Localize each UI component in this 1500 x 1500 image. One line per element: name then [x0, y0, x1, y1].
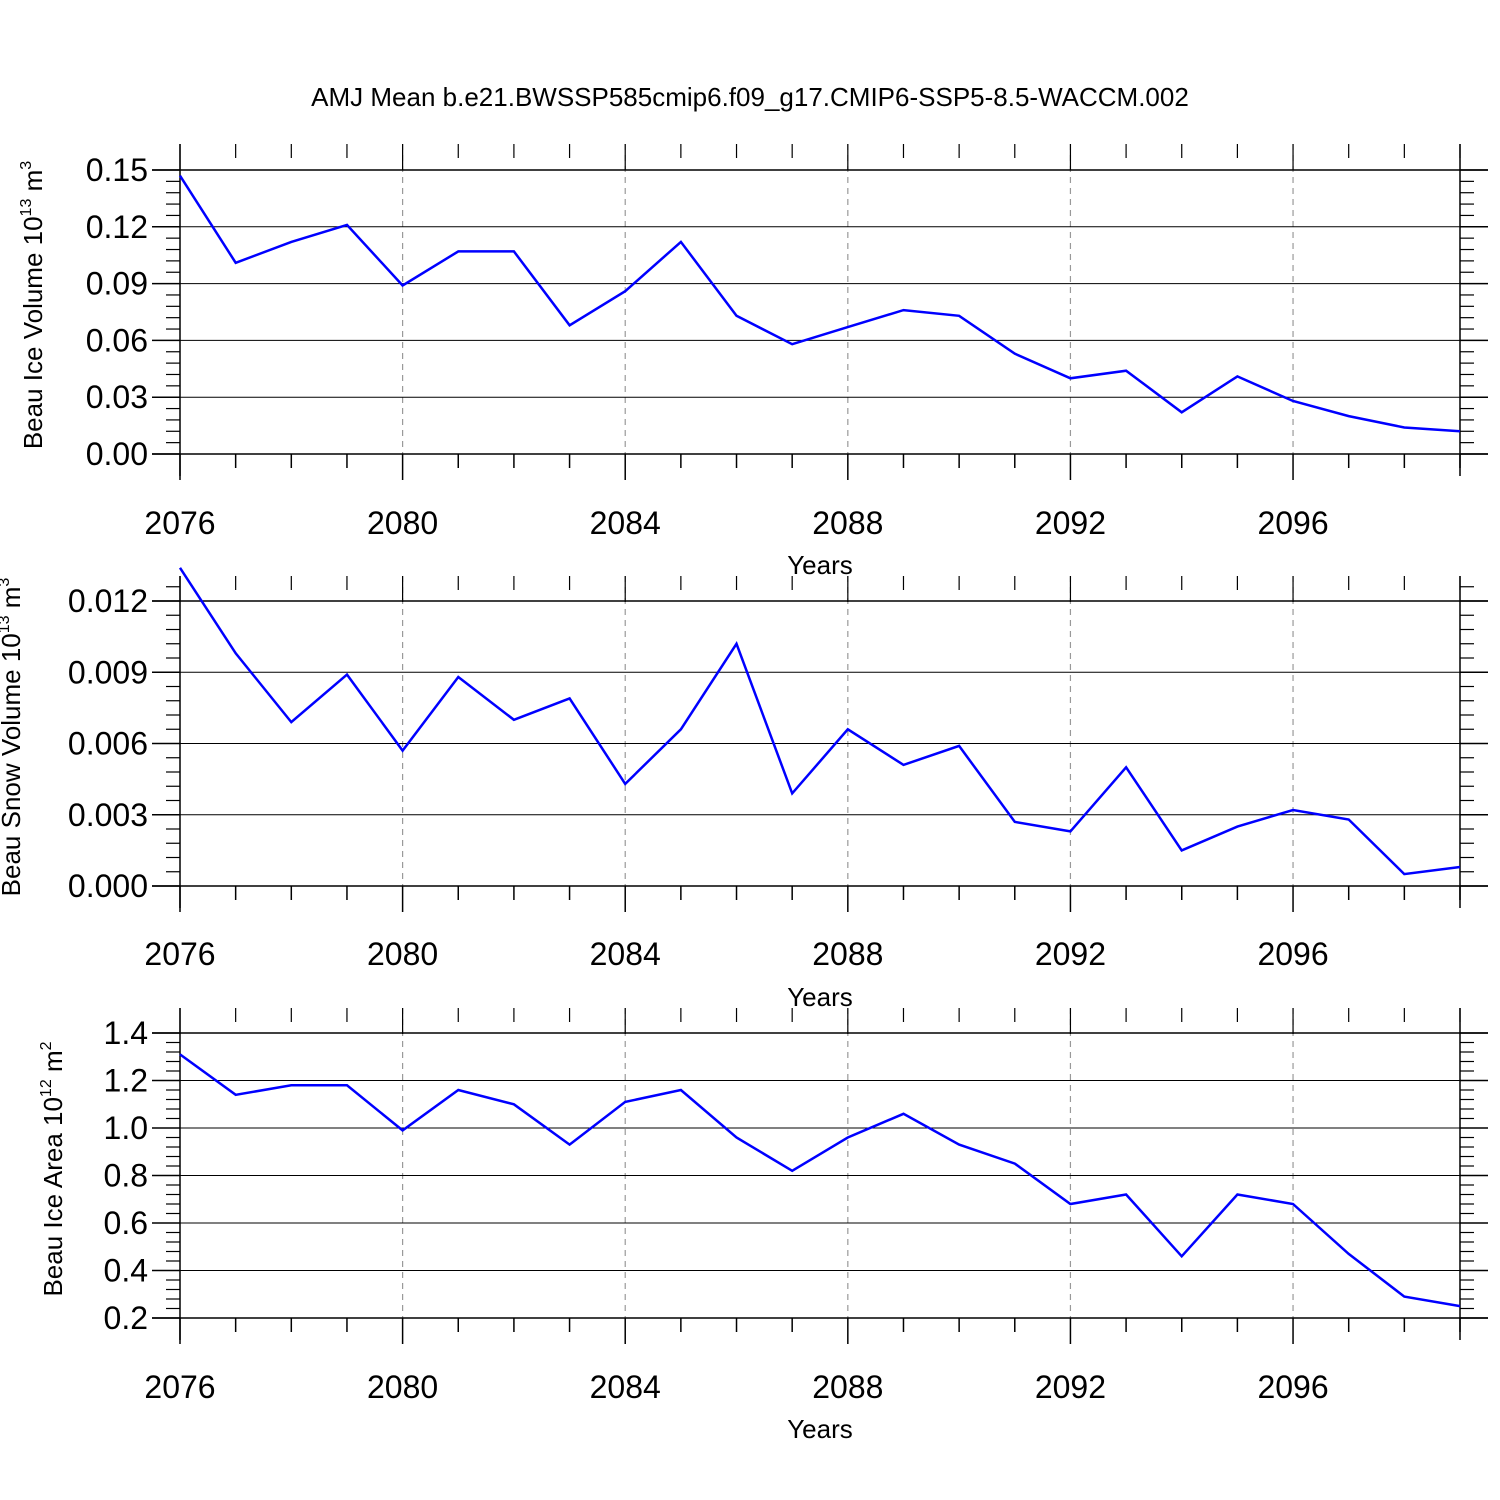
y-axis-label-main: Beau Ice Area 10 — [38, 1097, 68, 1296]
y-tick-label: 0.2 — [104, 1300, 148, 1336]
x-tick-label: 2096 — [1257, 505, 1328, 541]
y-axis-label-unit-exponent: 3 — [0, 578, 13, 587]
y-axis-label: Beau Snow Volume 1013 m3 — [0, 578, 26, 897]
x-tick-label: 2084 — [590, 1369, 661, 1405]
x-tick-label: 2084 — [590, 936, 661, 972]
series-line — [178, 567, 1461, 876]
x-tick-label: 2088 — [812, 1369, 883, 1405]
y-axis-label-unit: m — [18, 170, 48, 199]
y-tick-label: 0.06 — [86, 322, 148, 358]
x-tick-label: 2076 — [144, 936, 215, 972]
y-tick-label: 0.12 — [86, 209, 148, 245]
x-tick-label: 2084 — [590, 505, 661, 541]
x-tick-label: 2088 — [812, 505, 883, 541]
x-tick-label: 2080 — [367, 936, 438, 972]
y-axis-label: Beau Ice Area 1012 m2 — [38, 1041, 68, 1296]
y-tick-label: 0.6 — [104, 1205, 148, 1241]
y-tick-label: 0.000 — [68, 868, 148, 904]
x-tick-label: 2092 — [1035, 505, 1106, 541]
panel-2: 2076 2080 2084 2088 2092 2096 0.000 0.003 0.006 0… — [0, 567, 1488, 1012]
y-tick-label: 0.009 — [68, 654, 148, 690]
y-tick-label: 0.003 — [68, 797, 148, 833]
y-tick-label: 0.4 — [104, 1253, 148, 1289]
y-axis-label: Beau Ice Volume 1013 m3 — [18, 161, 48, 449]
x-tick-label: 2080 — [367, 505, 438, 541]
x-axis-label: Years — [787, 982, 853, 1012]
series-line — [179, 1053, 1461, 1308]
series-line — [178, 175, 1461, 433]
y-axis-label-unit: m — [0, 587, 26, 616]
y-axis-label-unit-exponent: 2 — [38, 1041, 55, 1050]
y-axis-label-main: Beau Ice Volume 10 — [18, 216, 48, 449]
x-tick-label: 2088 — [812, 936, 883, 972]
x-tick-label: 2096 — [1257, 936, 1328, 972]
x-tick-label: 2080 — [367, 1369, 438, 1405]
y-tick-label: 0.03 — [86, 379, 148, 415]
x-axis-label: Years — [787, 1414, 853, 1444]
y-tick-label: 1.0 — [104, 1110, 148, 1146]
y-tick-label: 1.4 — [104, 1015, 148, 1051]
y-axis-label-exponent: 13 — [0, 615, 13, 633]
x-tick-label: 2076 — [144, 505, 215, 541]
y-tick-label: 0.8 — [104, 1158, 148, 1194]
y-tick-label: 1.2 — [104, 1063, 148, 1099]
y-tick-label: 0.006 — [68, 726, 148, 762]
y-tick-label: 0.00 — [86, 436, 148, 472]
figure-title: AMJ Mean b.e21.BWSSP585cmip6.f09_g17.CMI… — [311, 82, 1189, 112]
panel-3: 2076 2080 2084 2088 2092 2096 0.2 0.4 0.6 0.8 1.0 1… — [38, 1008, 1488, 1444]
panel-1: 2076 2080 2084 2088 2092 2096 0.00 0.03 0.06 0.09… — [18, 144, 1488, 580]
y-tick-label: 0.15 — [86, 152, 148, 188]
x-tick-label: 2092 — [1035, 936, 1106, 972]
x-axis-label: Years — [787, 550, 853, 580]
y-tick-label: 0.09 — [86, 266, 148, 302]
x-tick-label: 2076 — [144, 1369, 215, 1405]
y-axis-label-unit-exponent: 3 — [18, 161, 35, 170]
x-tick-label: 2092 — [1035, 1369, 1106, 1405]
panels: 2076 2080 2084 2088 2092 2096 0.00 0.03 0.06 0.09… — [0, 144, 1488, 1444]
y-axis-label-main: Beau Snow Volume 10 — [0, 633, 26, 896]
y-axis-label-unit: m — [38, 1050, 68, 1079]
y-tick-label: 0.012 — [68, 583, 148, 619]
y-axis-label-exponent: 13 — [18, 199, 35, 217]
y-axis-label-exponent: 12 — [38, 1079, 55, 1097]
x-tick-label: 2096 — [1257, 1369, 1328, 1405]
